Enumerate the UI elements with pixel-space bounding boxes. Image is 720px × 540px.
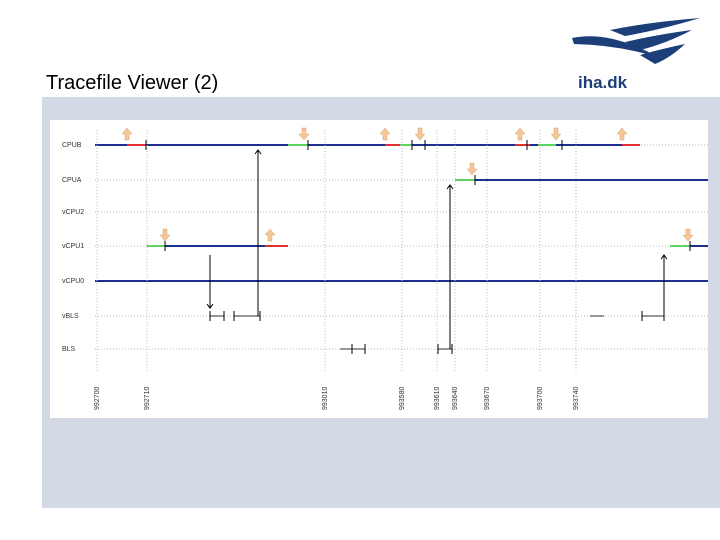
time-label: 992710 — [144, 387, 151, 410]
time-label: 993640 — [452, 387, 459, 410]
row-label: vCPU2 — [62, 209, 84, 216]
slide-title: Tracefile Viewer (2) — [46, 72, 218, 94]
time-label: 993010 — [322, 387, 329, 410]
row-label: CPUB — [62, 142, 82, 149]
time-label: 993610 — [434, 387, 441, 410]
row-label: CPUA — [62, 177, 82, 184]
time-label: 993740 — [573, 387, 580, 410]
logo-text: iha.dk — [578, 73, 628, 92]
row-label: BLS — [62, 346, 76, 353]
time-label: 992700 — [94, 387, 101, 410]
time-label: 993670 — [484, 387, 491, 410]
trace-view — [50, 120, 708, 418]
logo: iha.dk — [572, 18, 700, 92]
row-label: vCPU0 — [62, 278, 84, 285]
time-labels: 992700 992710 993010 993580 993610 993640 9936… — [94, 130, 580, 410]
row-label: vBLS — [62, 313, 79, 320]
trace-marks — [95, 127, 708, 354]
time-label: 993700 — [537, 387, 544, 410]
time-label: 993580 — [399, 387, 406, 410]
row-label: vCPU1 — [62, 243, 84, 250]
